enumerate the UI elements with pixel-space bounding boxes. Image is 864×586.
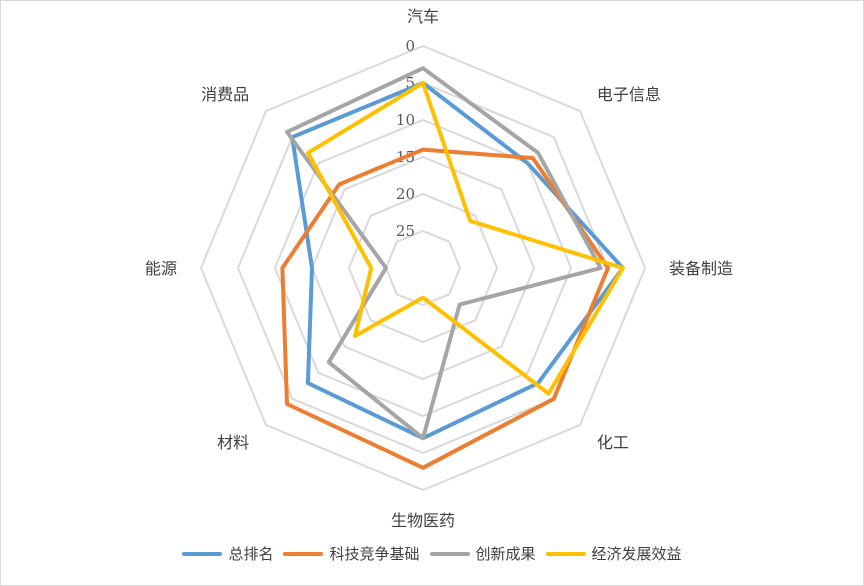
legend-label: 经济发展效益 (591, 545, 682, 563)
category-label: 装备制造 (669, 259, 733, 278)
series-line (280, 147, 610, 470)
category-label: 消费品 (201, 85, 249, 104)
grid-ring (273, 118, 573, 418)
legend-swatch (429, 551, 470, 556)
grid-layer (199, 44, 647, 492)
grid-ring (236, 81, 610, 455)
legend-swatch (283, 551, 324, 556)
series-line (305, 81, 625, 396)
category-label: 材料 (217, 433, 249, 452)
legend-label: 总排名 (228, 545, 274, 563)
series-layer (280, 66, 625, 470)
legend-swatch (545, 551, 586, 556)
grid-ring (347, 192, 499, 344)
grid-ring (310, 155, 536, 381)
grid-ring (384, 229, 462, 307)
legend-label: 科技竞争基础 (329, 545, 420, 563)
legend: 总排名 科技竞争基础 创新成果 经济发展效益 (1, 543, 863, 564)
category-label: 能源 (145, 259, 177, 278)
tick-label: 0 (405, 37, 415, 55)
category-label: 生物医药 (391, 511, 455, 530)
tick-label: 10 (396, 111, 415, 129)
tick-label: 20 (396, 185, 415, 203)
category-label: 汽车 (407, 7, 439, 26)
category-label: 电子信息 (597, 85, 661, 104)
category-label: 化工 (597, 433, 629, 452)
grid-ring (199, 44, 647, 492)
tick-label: 25 (396, 222, 415, 240)
legend-item-economic-benefit[interactable]: 经济发展效益 (545, 543, 682, 564)
tick-label: 5 (405, 74, 415, 92)
legend-item-innovation-output[interactable]: 创新成果 (429, 543, 536, 564)
legend-label: 创新成果 (475, 545, 536, 563)
legend-item-tech-foundation[interactable]: 科技竞争基础 (283, 543, 420, 564)
legend-swatch (182, 551, 223, 556)
legend-item-total-rank[interactable]: 总排名 (182, 543, 273, 564)
